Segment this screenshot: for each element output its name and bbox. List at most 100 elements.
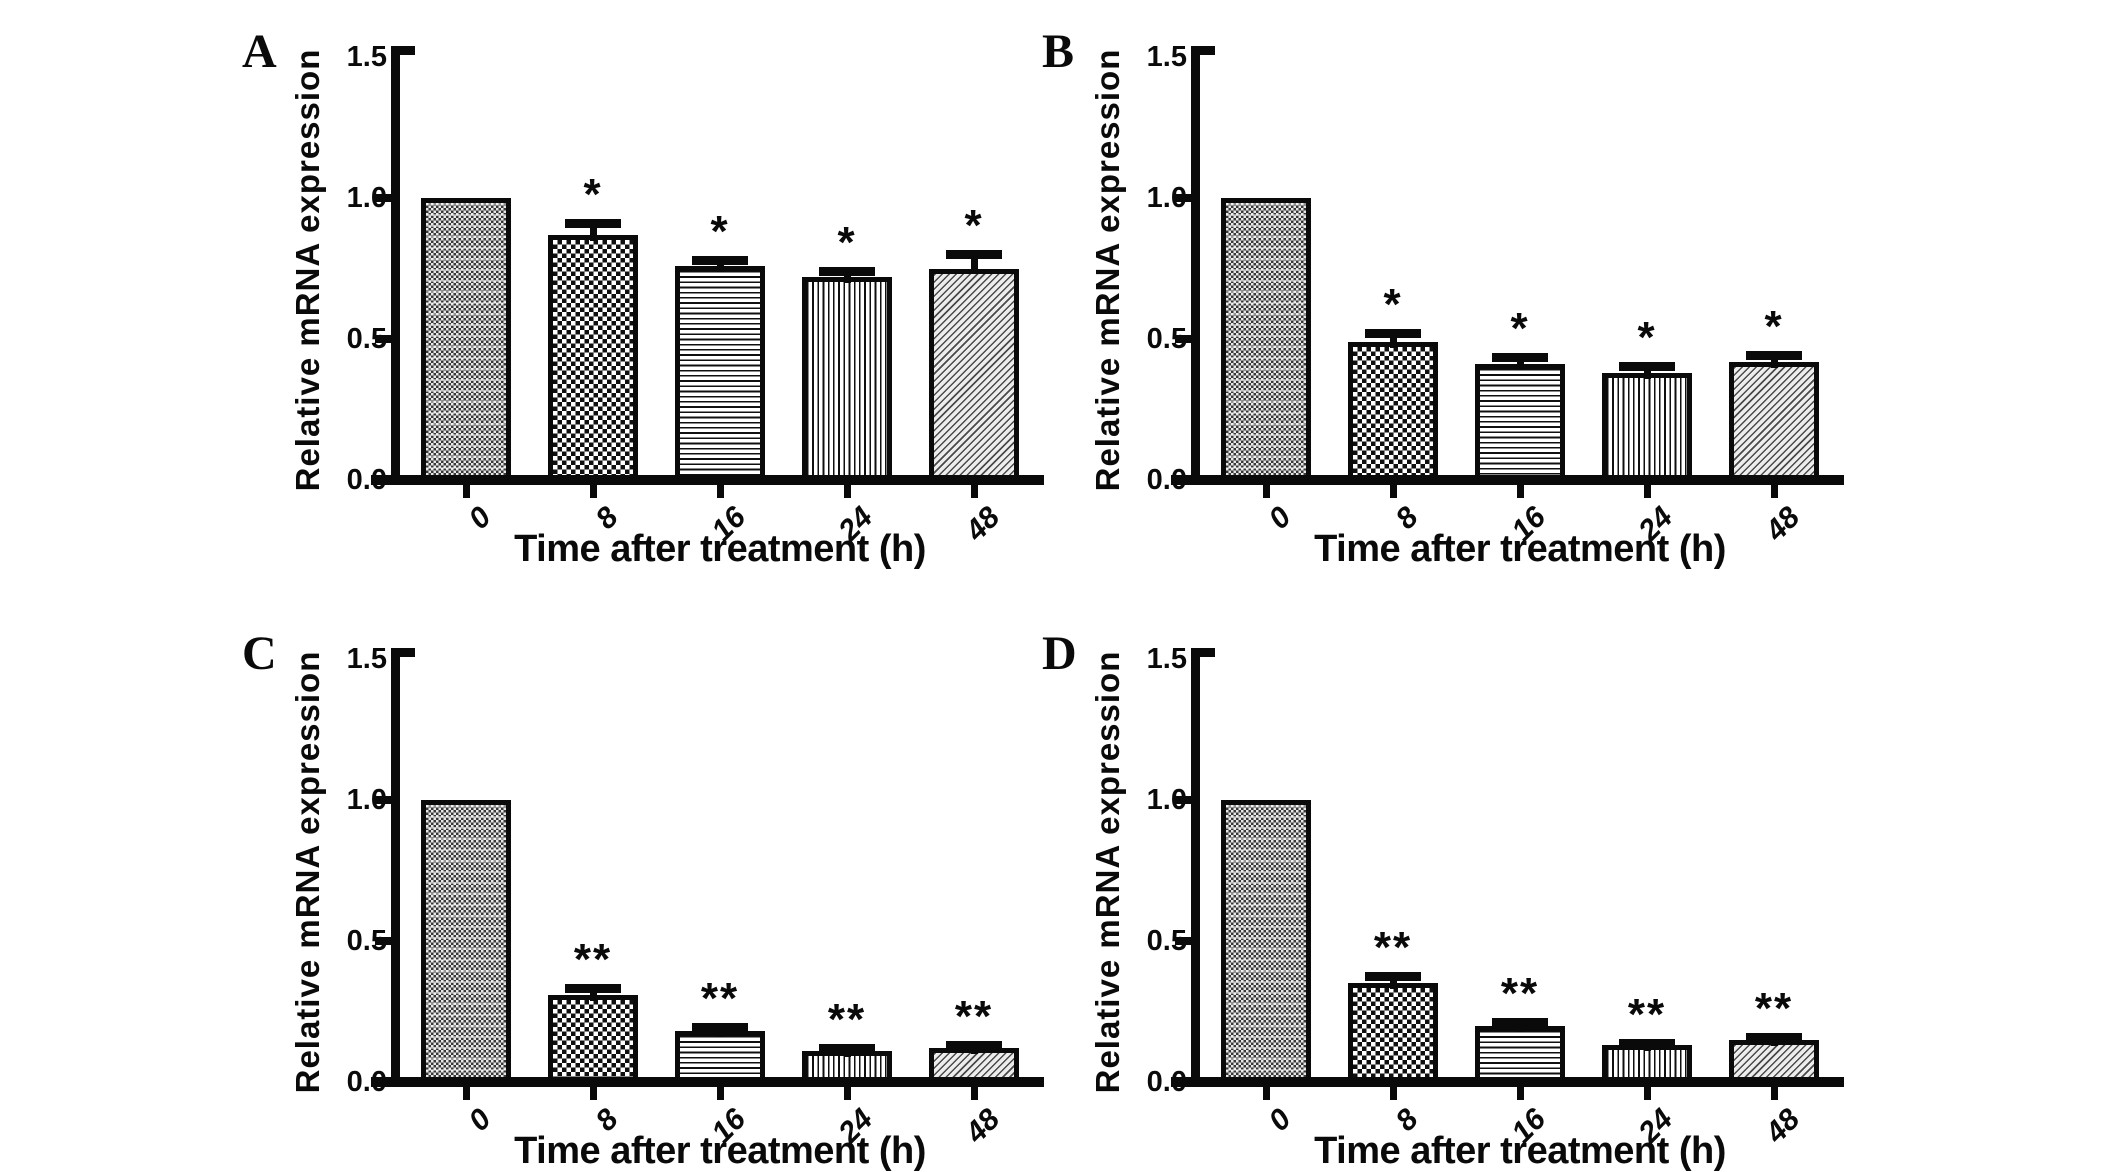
error-bar-stem bbox=[717, 1027, 724, 1038]
significance-marker: * bbox=[964, 201, 984, 251]
x-axis-tick bbox=[1263, 1087, 1270, 1100]
y-tick-label: 1.0 bbox=[346, 182, 387, 214]
error-bar-cap bbox=[565, 983, 621, 993]
x-axis-tick bbox=[1771, 485, 1778, 498]
x-axis-tick bbox=[1644, 1087, 1651, 1100]
y-axis-title: Relative mRNA expression bbox=[289, 48, 326, 492]
error-bar-stem bbox=[1771, 354, 1778, 368]
y-axis-top-tick bbox=[1200, 46, 1215, 55]
y-tick-label: 1.5 bbox=[346, 643, 387, 675]
error-bar-stem bbox=[590, 987, 597, 1001]
significance-marker: ** bbox=[1627, 989, 1667, 1039]
x-axis-tick bbox=[717, 1087, 724, 1100]
panel-label: A bbox=[242, 25, 277, 78]
error-bar-cap bbox=[1619, 1038, 1675, 1048]
error-bar-cap bbox=[1492, 353, 1548, 363]
error-bar-cap bbox=[946, 1040, 1002, 1050]
significance-marker: * bbox=[1383, 280, 1403, 330]
error-bar-stem bbox=[1390, 333, 1397, 348]
y-axis-tick bbox=[375, 335, 391, 343]
y-axis-tick bbox=[1175, 937, 1191, 945]
bar-24h bbox=[802, 276, 892, 484]
x-axis-tick bbox=[1390, 485, 1397, 498]
x-axis-line bbox=[1171, 1077, 1844, 1087]
x-axis-tick bbox=[463, 1087, 470, 1100]
panel-label: D bbox=[1042, 627, 1077, 680]
bar-0h bbox=[421, 198, 511, 484]
y-axis-title: Relative mRNA expression bbox=[1089, 650, 1126, 1094]
y-axis-line bbox=[1191, 648, 1200, 1082]
y-axis-line bbox=[391, 46, 400, 480]
y-axis-top-tick bbox=[400, 648, 415, 657]
significance-marker: ** bbox=[1373, 923, 1413, 973]
error-bar-stem bbox=[971, 254, 978, 275]
y-tick-label: 1.0 bbox=[1146, 182, 1187, 214]
x-axis-tick bbox=[1644, 485, 1651, 498]
x-axis-title: Time after treatment (h) bbox=[1314, 1130, 1726, 1172]
x-axis-tick bbox=[590, 1087, 597, 1100]
y-tick-label: 0.5 bbox=[346, 925, 387, 957]
bar-48h bbox=[929, 268, 1019, 484]
x-axis-tick bbox=[1517, 1087, 1524, 1100]
bar-8h bbox=[1348, 341, 1438, 484]
significance-marker: * bbox=[1510, 304, 1530, 354]
significance-marker: ** bbox=[1500, 969, 1540, 1019]
error-bar-cap bbox=[1619, 361, 1675, 371]
x-axis-tick bbox=[463, 485, 470, 498]
significance-marker: * bbox=[710, 207, 730, 257]
significance-marker: * bbox=[583, 170, 603, 220]
y-axis-tick bbox=[375, 796, 391, 804]
significance-marker: ** bbox=[573, 934, 613, 984]
bar-8h bbox=[548, 234, 638, 484]
x-axis-tick bbox=[590, 485, 597, 498]
error-bar-stem bbox=[1517, 357, 1524, 371]
y-axis-tick bbox=[1175, 335, 1191, 343]
significance-marker: ** bbox=[1754, 983, 1794, 1033]
bar-8h bbox=[548, 994, 638, 1086]
y-axis-line bbox=[1191, 46, 1200, 480]
x-axis-tick bbox=[717, 485, 724, 498]
significance-marker: * bbox=[837, 218, 857, 268]
error-bar-cap bbox=[692, 1023, 748, 1032]
error-bar-stem bbox=[590, 223, 597, 241]
error-bar-cap bbox=[1746, 1032, 1802, 1042]
significance-marker: ** bbox=[700, 974, 740, 1023]
panel-label: C bbox=[242, 627, 277, 680]
x-axis-tick bbox=[1771, 1087, 1778, 1100]
x-axis-line bbox=[1171, 475, 1844, 485]
y-axis-title: Relative mRNA expression bbox=[1089, 48, 1126, 492]
y-axis-line bbox=[391, 648, 400, 1082]
error-bar-stem bbox=[844, 271, 851, 283]
significance-marker: ** bbox=[954, 991, 994, 1041]
x-axis-tick bbox=[844, 1087, 851, 1100]
x-axis-title: Time after treatment (h) bbox=[514, 1130, 926, 1172]
error-bar-cap bbox=[1492, 1018, 1548, 1028]
error-bar-cap bbox=[692, 256, 748, 266]
error-bar-cap bbox=[1365, 329, 1421, 339]
x-axis-title: Time after treatment (h) bbox=[514, 528, 926, 570]
y-tick-label: 1.5 bbox=[1146, 41, 1187, 73]
y-axis-tick bbox=[375, 937, 391, 945]
y-tick-label: 1.0 bbox=[1146, 784, 1187, 816]
significance-marker: * bbox=[1764, 301, 1784, 351]
bar-16h bbox=[675, 1031, 765, 1086]
bar-0h bbox=[1221, 198, 1311, 484]
y-tick-label: 1.5 bbox=[346, 41, 387, 73]
x-axis-line bbox=[371, 475, 1044, 485]
panel-label: B bbox=[1042, 25, 1075, 78]
error-bar-cap bbox=[819, 267, 875, 277]
y-axis-top-tick bbox=[400, 46, 415, 55]
y-axis-tick bbox=[1175, 796, 1191, 804]
error-bar-cap bbox=[1746, 350, 1802, 360]
bar-16h bbox=[1475, 364, 1565, 484]
x-axis-tick bbox=[1390, 1087, 1397, 1100]
y-tick-label: 0.5 bbox=[1146, 925, 1187, 957]
bar-24h bbox=[1602, 372, 1692, 484]
x-axis-tick bbox=[1263, 485, 1270, 498]
y-axis-tick bbox=[1175, 194, 1191, 202]
y-axis-title: Relative mRNA expression bbox=[289, 650, 326, 1094]
x-axis-tick bbox=[1517, 485, 1524, 498]
significance-marker: ** bbox=[827, 995, 867, 1045]
bar-16h bbox=[675, 265, 765, 484]
